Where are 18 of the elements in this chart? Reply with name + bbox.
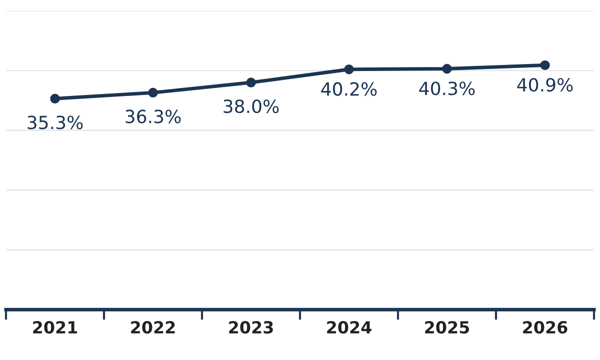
data-label: 36.3% — [126, 110, 181, 124]
point — [344, 64, 354, 74]
point — [442, 64, 452, 74]
data-label: 40.3% — [419, 82, 475, 96]
point — [148, 88, 158, 98]
point — [540, 60, 550, 70]
data-label: 38.0% — [224, 99, 279, 114]
x-tick-label: 2023 — [229, 321, 273, 334]
x-tick-label: 2025 — [425, 321, 470, 334]
data-label: 40.9% — [517, 78, 573, 92]
data-label: 40.2% — [321, 82, 377, 96]
data-label: 35.3% — [28, 116, 83, 130]
point — [246, 78, 256, 88]
x-tick-label: 2024 — [327, 321, 372, 334]
x-tick-label: 2022 — [131, 321, 175, 334]
x-tick-label: 2026 — [523, 321, 568, 334]
x-tick-label: 2021 — [33, 321, 78, 334]
point — [50, 94, 60, 104]
